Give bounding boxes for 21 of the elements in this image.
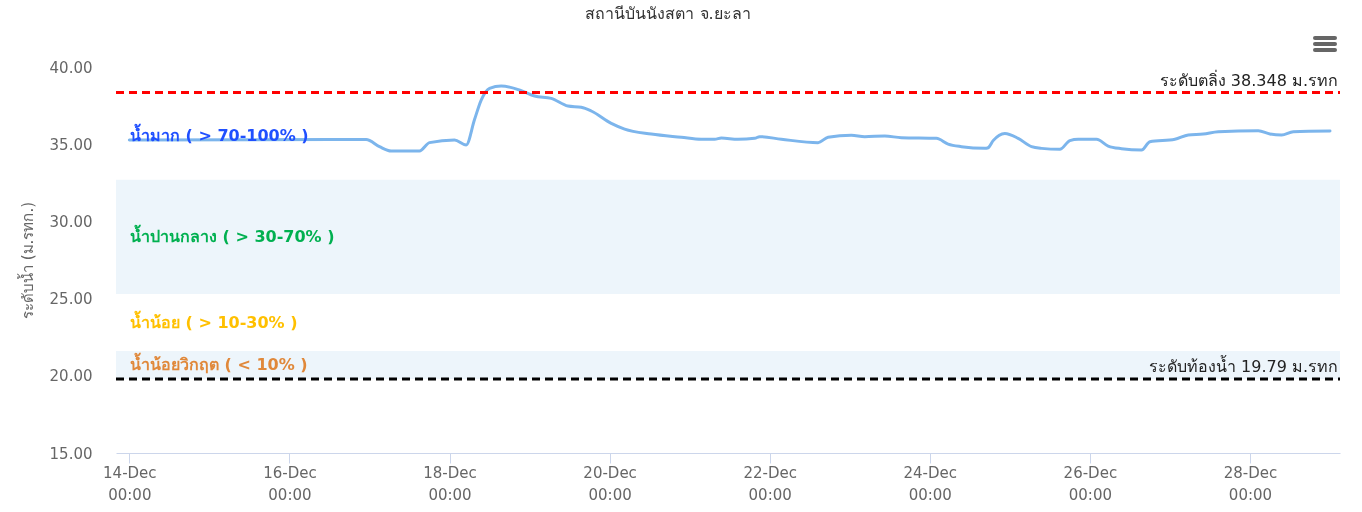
y-tick-label: 35.00 — [49, 135, 93, 154]
y-tick-label: 25.00 — [49, 290, 93, 309]
x-tick-label: 14-Dec 00:00 — [103, 463, 157, 504]
x-tick-label: 20-Dec 00:00 — [583, 463, 637, 504]
x-tick-label: 26-Dec 00:00 — [1063, 463, 1118, 504]
x-tick-label: 16-Dec 00:00 — [263, 463, 317, 504]
x-tick-label: 28-Dec 00:00 — [1223, 463, 1278, 504]
x-tick-label: 24-Dec 00:00 — [903, 463, 958, 504]
x-tick-label: 18-Dec 00:00 — [423, 463, 477, 504]
y-tick-label: 30.00 — [49, 212, 93, 231]
y-tick-label: 15.00 — [49, 444, 93, 463]
y-axis-title: ระดับน้ำ (ม.รทก.) — [16, 201, 37, 320]
y-tick-label: 20.00 — [49, 367, 93, 386]
band-label: น้ำน้อยวิกฤต ( < 10% ) — [130, 352, 308, 375]
ref-line-label: ระดับตลิ่ง 38.348 ม.รทก — [1159, 68, 1338, 90]
chart-title: สถานีบันนังสตา จ.ยะลา — [585, 4, 751, 23]
annotation: น้ำน้อย ( > 10-30% ) — [130, 309, 298, 332]
y-tick-label: 40.00 — [49, 58, 93, 77]
ref-line-label: ระดับท้องน้ำ 19.79 ม.รทก — [1148, 355, 1338, 377]
x-tick-label: 22-Dec 00:00 — [743, 463, 797, 504]
band-label: น้ำปานกลาง ( > 30-70% ) — [130, 223, 335, 246]
